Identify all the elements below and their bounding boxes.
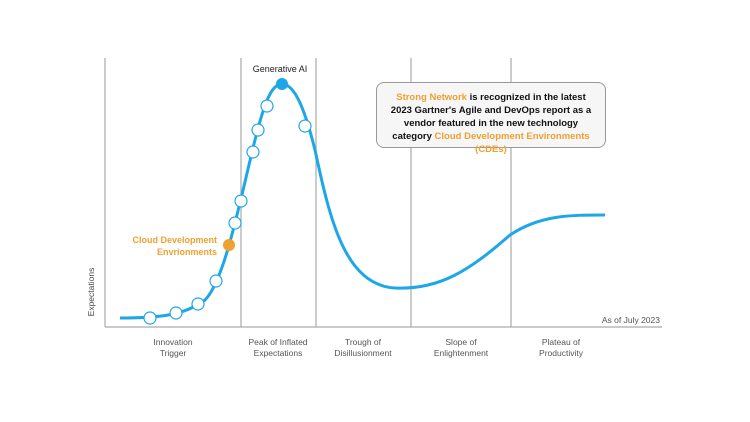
phase-label: Disillusionment	[334, 348, 392, 358]
phase-label: Expectations	[254, 348, 303, 358]
cde-label: Cloud Development	[132, 235, 217, 245]
phase-label: Innovation	[153, 337, 192, 347]
callout-highlight: Strong Network	[396, 92, 467, 103]
callout-text: is recognized in the latest 2023 Gartner…	[390, 92, 592, 142]
phase-label: Plateau of	[542, 337, 581, 347]
phase-label: Peak of Inflated	[248, 337, 307, 347]
phase-label: Trigger	[160, 348, 187, 358]
callout-highlight: Cloud Development Environments (CDEs)	[434, 131, 590, 155]
genai-marker	[276, 78, 288, 90]
phase-label: Trough of	[345, 337, 382, 347]
phase-label: Slope of	[445, 337, 477, 347]
genai-label: Generative AI	[253, 64, 308, 74]
y-axis-label: Expectations	[86, 268, 96, 317]
cde-marker	[223, 239, 235, 251]
phase-label: Enlightenment	[434, 348, 489, 358]
callout: Strong Network is recognized in the late…	[376, 82, 606, 155]
phase-label: Productivity	[539, 348, 584, 358]
date-note: As of July 2023	[602, 315, 660, 325]
cde-label: Envrionments	[157, 247, 217, 257]
technology-markers	[143, 99, 312, 325]
